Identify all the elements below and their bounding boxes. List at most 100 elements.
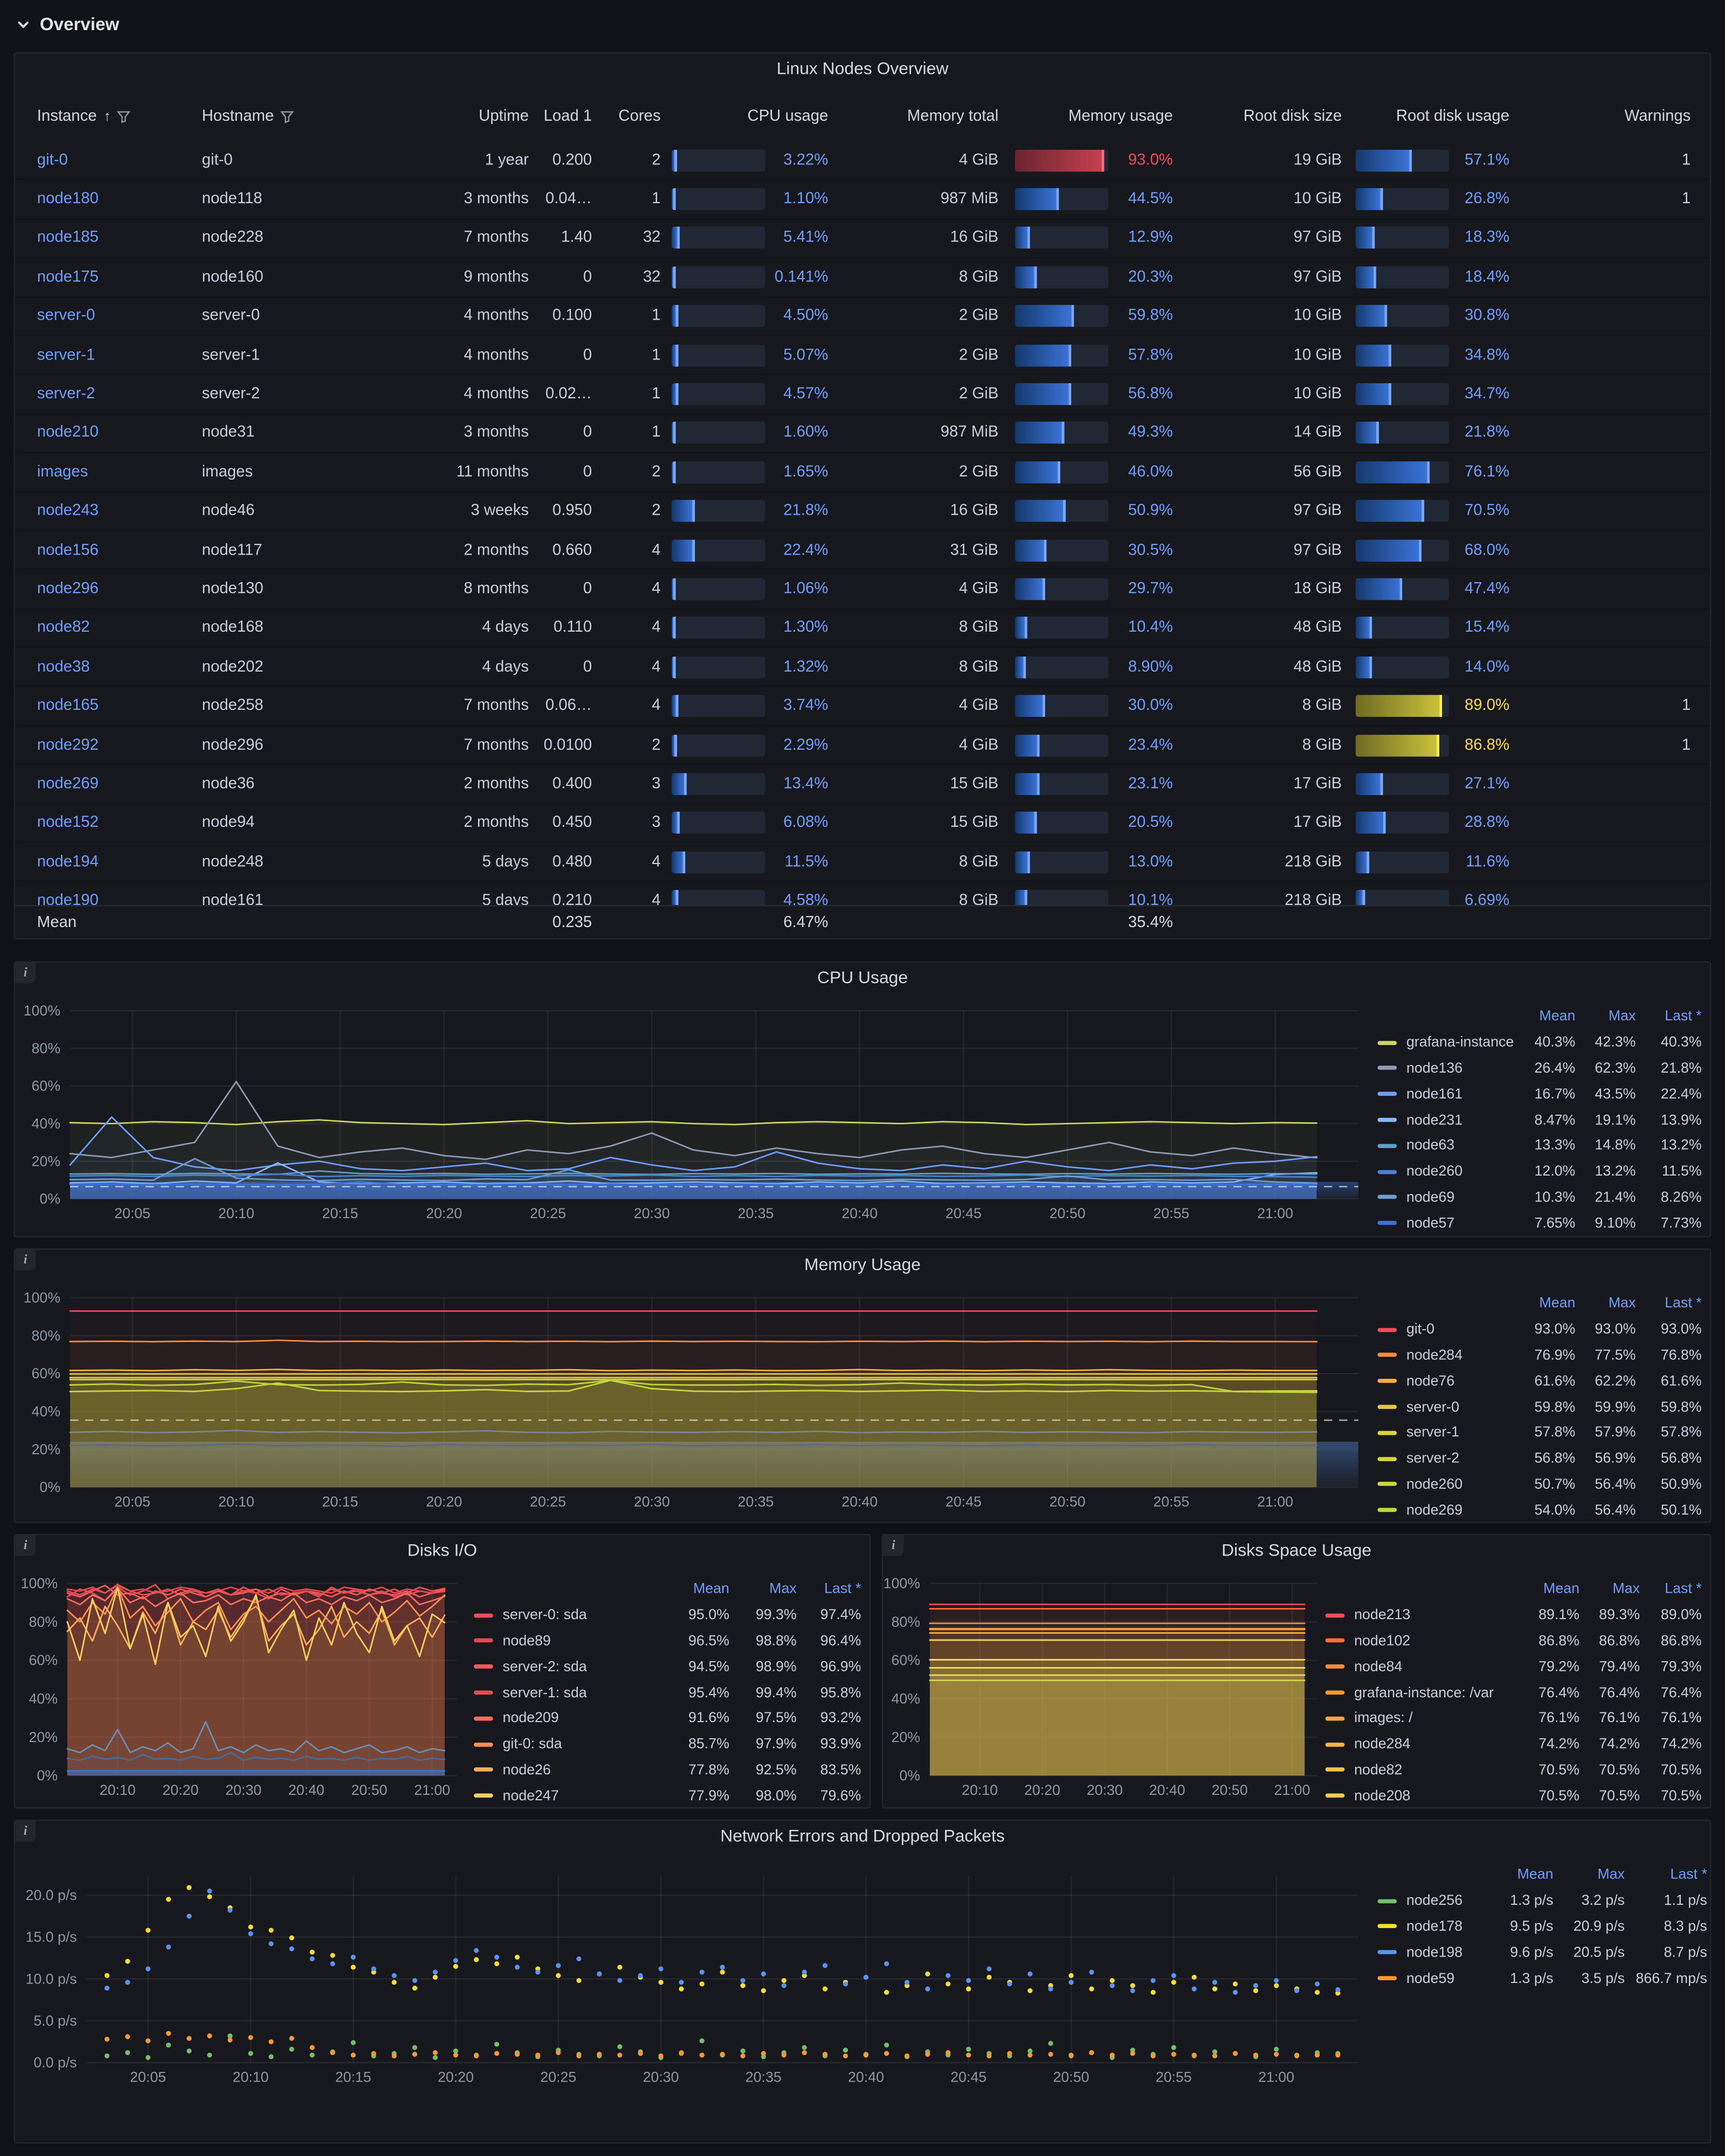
legend-series-name[interactable]: node57 xyxy=(1377,1215,1515,1232)
instance-link[interactable]: images xyxy=(37,464,88,481)
legend-header-max[interactable]: Max xyxy=(1612,1581,1640,1598)
column-header-uptime[interactable]: Uptime xyxy=(394,108,529,125)
disks-io-chart[interactable]: 0% 20% 40% 60% 80% 100% 20:10 20:20 20:30 20:40 20… xyxy=(15,1535,872,1810)
legend-series-name[interactable]: node260 xyxy=(1377,1476,1515,1492)
panel-title-cpu[interactable]: CPU Usage xyxy=(817,968,908,987)
instance-link[interactable]: node292 xyxy=(37,737,99,754)
legend-series-name[interactable]: node208 xyxy=(1325,1788,1514,1804)
legend-series-name[interactable]: node209 xyxy=(473,1710,662,1727)
legend-series-name[interactable]: node102 xyxy=(1325,1633,1514,1649)
legend-series-name[interactable]: node59 xyxy=(1377,1970,1490,1987)
instance-link[interactable]: server-2 xyxy=(37,386,95,403)
instance-link[interactable]: node38 xyxy=(37,659,90,675)
instance-link[interactable]: node165 xyxy=(37,697,99,715)
legend-header-mean[interactable]: Mean xyxy=(1517,1867,1554,1884)
panel-title-disks-space[interactable]: Disks Space Usage xyxy=(1222,1540,1372,1560)
instance-link[interactable]: node82 xyxy=(37,620,90,637)
legend-series-name[interactable]: server-0 xyxy=(1377,1399,1515,1415)
legend-header-mean[interactable]: Mean xyxy=(1543,1581,1579,1598)
legend-header-last[interactable]: Last * xyxy=(1665,1295,1702,1312)
panel-title-memory[interactable]: Memory Usage xyxy=(804,1255,921,1275)
panel-info-icon[interactable]: i xyxy=(15,1821,36,1842)
legend-series-name[interactable]: node198 xyxy=(1377,1944,1490,1961)
legend-header-mean[interactable]: Mean xyxy=(1539,1008,1576,1025)
panel-title-disks-io[interactable]: Disks I/O xyxy=(407,1540,477,1560)
network-errors-chart[interactable]: 0.0 p/s 5.0 p/s 10.0 p/s 15.0 p/s 20.0 p/s 20… xyxy=(15,1821,1713,2145)
legend-series-name[interactable]: server-2 xyxy=(1377,1450,1515,1467)
legend-series-name[interactable]: node260 xyxy=(1377,1163,1515,1180)
filter-icon[interactable] xyxy=(117,110,132,123)
legend-series-name[interactable]: node76 xyxy=(1377,1373,1515,1390)
legend-series-name[interactable]: node26 xyxy=(473,1762,662,1778)
legend-header-max[interactable]: Max xyxy=(1608,1008,1636,1025)
legend-series-name[interactable]: node256 xyxy=(1377,1892,1490,1909)
legend-series-name[interactable]: grafana-instance xyxy=(1377,1034,1515,1051)
instance-link[interactable]: server-1 xyxy=(37,347,95,364)
legend-header-max[interactable]: Max xyxy=(1608,1295,1636,1312)
instance-link[interactable]: server-0 xyxy=(37,308,95,324)
panel-info-icon[interactable]: i xyxy=(15,963,36,984)
legend-series-name[interactable]: node269 xyxy=(1377,1502,1515,1518)
legend-header-last[interactable]: Last * xyxy=(824,1581,861,1598)
column-header-instance[interactable]: Instance ↑ xyxy=(37,108,202,125)
legend-header-last[interactable]: Last * xyxy=(1665,1581,1702,1598)
instance-link[interactable]: node152 xyxy=(37,814,99,832)
memory-usage-chart[interactable]: 0% 20% 40% 60% 80% 100% 20:05 20:10 20:15 20:20 20… xyxy=(15,1249,1713,1524)
column-header-root-disk-size[interactable]: Root disk size xyxy=(1173,108,1342,125)
panel-info-icon[interactable]: i xyxy=(15,1249,36,1270)
legend-series-name[interactable]: server-1: sda xyxy=(473,1684,662,1701)
legend-series-name[interactable]: server-1 xyxy=(1377,1425,1515,1441)
legend-series-name[interactable]: node284 xyxy=(1325,1736,1514,1752)
legend-series-name[interactable]: node136 xyxy=(1377,1060,1515,1076)
column-header-cpu-usage[interactable]: CPU usage xyxy=(660,108,828,125)
instance-link[interactable]: node269 xyxy=(37,776,99,792)
legend-series-name[interactable]: node89 xyxy=(473,1633,662,1649)
column-header-warnings[interactable]: Warnings xyxy=(1509,108,1691,125)
legend-header-mean[interactable]: Mean xyxy=(1539,1295,1576,1312)
instance-link[interactable]: git-0 xyxy=(37,152,68,169)
column-header-hostname[interactable]: Hostname xyxy=(202,108,395,125)
legend-header-mean[interactable]: Mean xyxy=(693,1581,729,1598)
legend-series-name[interactable]: node247 xyxy=(473,1788,662,1804)
legend-series-name[interactable]: node284 xyxy=(1377,1347,1515,1364)
legend-series-name[interactable]: server-0: sda xyxy=(473,1607,662,1623)
instance-link[interactable]: node185 xyxy=(37,230,99,247)
legend-series-name[interactable]: node231 xyxy=(1377,1112,1515,1128)
legend-series-name[interactable]: node213 xyxy=(1325,1607,1514,1623)
panel-title-network[interactable]: Network Errors and Dropped Packets xyxy=(720,1826,1005,1846)
filter-icon[interactable] xyxy=(280,110,295,123)
legend-series-name[interactable]: images: / xyxy=(1325,1710,1514,1727)
panel-title-table[interactable]: Linux Nodes Overview xyxy=(776,59,949,79)
instance-link[interactable]: node156 xyxy=(37,542,99,558)
legend-series-name[interactable]: node84 xyxy=(1325,1659,1514,1675)
instance-link[interactable]: node210 xyxy=(37,425,99,441)
column-header-root-disk-usage[interactable]: Root disk usage xyxy=(1342,108,1509,125)
legend-header-max[interactable]: Max xyxy=(769,1581,797,1598)
legend-series-name[interactable]: node82 xyxy=(1325,1762,1514,1778)
instance-link[interactable]: node296 xyxy=(37,581,99,598)
panel-info-icon[interactable]: i xyxy=(15,1535,36,1556)
instance-link[interactable]: node243 xyxy=(37,503,99,520)
legend-header-last[interactable]: Last * xyxy=(1670,1867,1707,1884)
legend-series-name[interactable]: node69 xyxy=(1377,1189,1515,1206)
column-header-memory-total[interactable]: Memory total xyxy=(828,108,998,125)
column-header-memory-usage[interactable]: Memory usage xyxy=(998,108,1173,125)
panel-info-icon[interactable]: i xyxy=(883,1535,904,1556)
disks-space-chart[interactable]: 0% 20% 40% 60% 80% 100% 20:10 20:20 20:30 20:40 20… xyxy=(883,1535,1713,1810)
legend-series-name[interactable]: node178 xyxy=(1377,1918,1490,1935)
cpu-usage-chart[interactable]: 0% 20% 40% 60% 80% 100% 20:05 20:10 20:15 20:20 20… xyxy=(15,963,1713,1239)
legend-series-name[interactable]: git-0: sda xyxy=(473,1736,662,1752)
instance-link[interactable]: node180 xyxy=(37,191,99,208)
legend-header-last[interactable]: Last * xyxy=(1665,1008,1702,1025)
legend-series-name[interactable]: node161 xyxy=(1377,1086,1515,1102)
legend-header-max[interactable]: Max xyxy=(1597,1867,1625,1884)
legend-series-name[interactable]: node63 xyxy=(1377,1138,1515,1154)
legend-series-name[interactable]: grafana-instance: /var xyxy=(1325,1684,1514,1701)
instance-link[interactable]: node175 xyxy=(37,269,99,286)
legend-series-name[interactable]: git-0 xyxy=(1377,1321,1515,1338)
section-header-overview[interactable]: Overview xyxy=(17,13,119,34)
column-header-cores[interactable]: Cores xyxy=(592,108,660,125)
instance-link[interactable]: node194 xyxy=(37,854,99,870)
column-header-load-1[interactable]: Load 1 xyxy=(529,108,592,125)
legend-series-name[interactable]: server-2: sda xyxy=(473,1659,662,1675)
